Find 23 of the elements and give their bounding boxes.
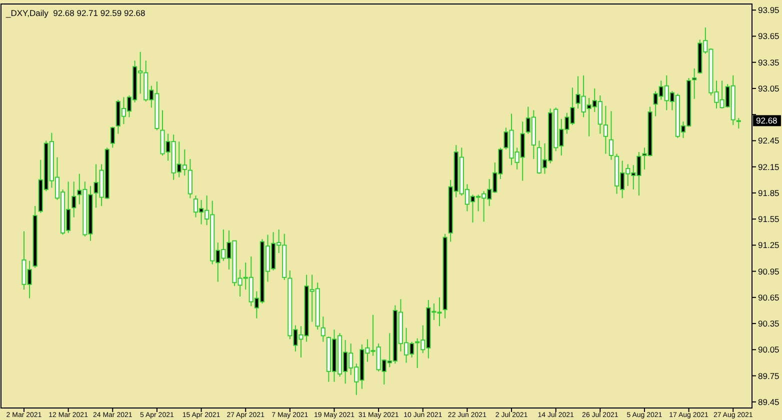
candlestick (608, 110, 614, 160)
y-tick-label: 91.85 (758, 188, 780, 198)
candlestick (603, 105, 608, 154)
text: 92.68 (756, 116, 778, 126)
y-tick-label: 93.95 (758, 5, 780, 16)
y-tick-label: 90.95 (758, 266, 780, 276)
candlestick (188, 158, 192, 199)
candlestick (110, 126, 115, 148)
y-tick-label: 90.35 (758, 318, 780, 329)
candlestick (72, 181, 76, 218)
y-tick-label: 91.25 (758, 240, 780, 250)
y-tick-label: 90.65 (758, 292, 780, 302)
y-tick-label: 91.55 (758, 214, 780, 224)
y-tick-label: 93.35 (758, 57, 780, 68)
y-tick-label: 93.05 (758, 83, 780, 94)
y-tick-label: 90.05 (758, 344, 780, 355)
candlestick (320, 316, 326, 342)
y-tick-label: 89.75 (758, 370, 780, 381)
y-tick-label: 93.65 (758, 31, 780, 42)
y-tick-label: 92.15 (758, 162, 780, 172)
y-tick-label: 89.45 (758, 396, 780, 407)
text: _DXY,Daily 92.68 92.71 92.59 92.68 (5, 8, 146, 18)
y-tick-label: 92.45 (758, 136, 780, 146)
